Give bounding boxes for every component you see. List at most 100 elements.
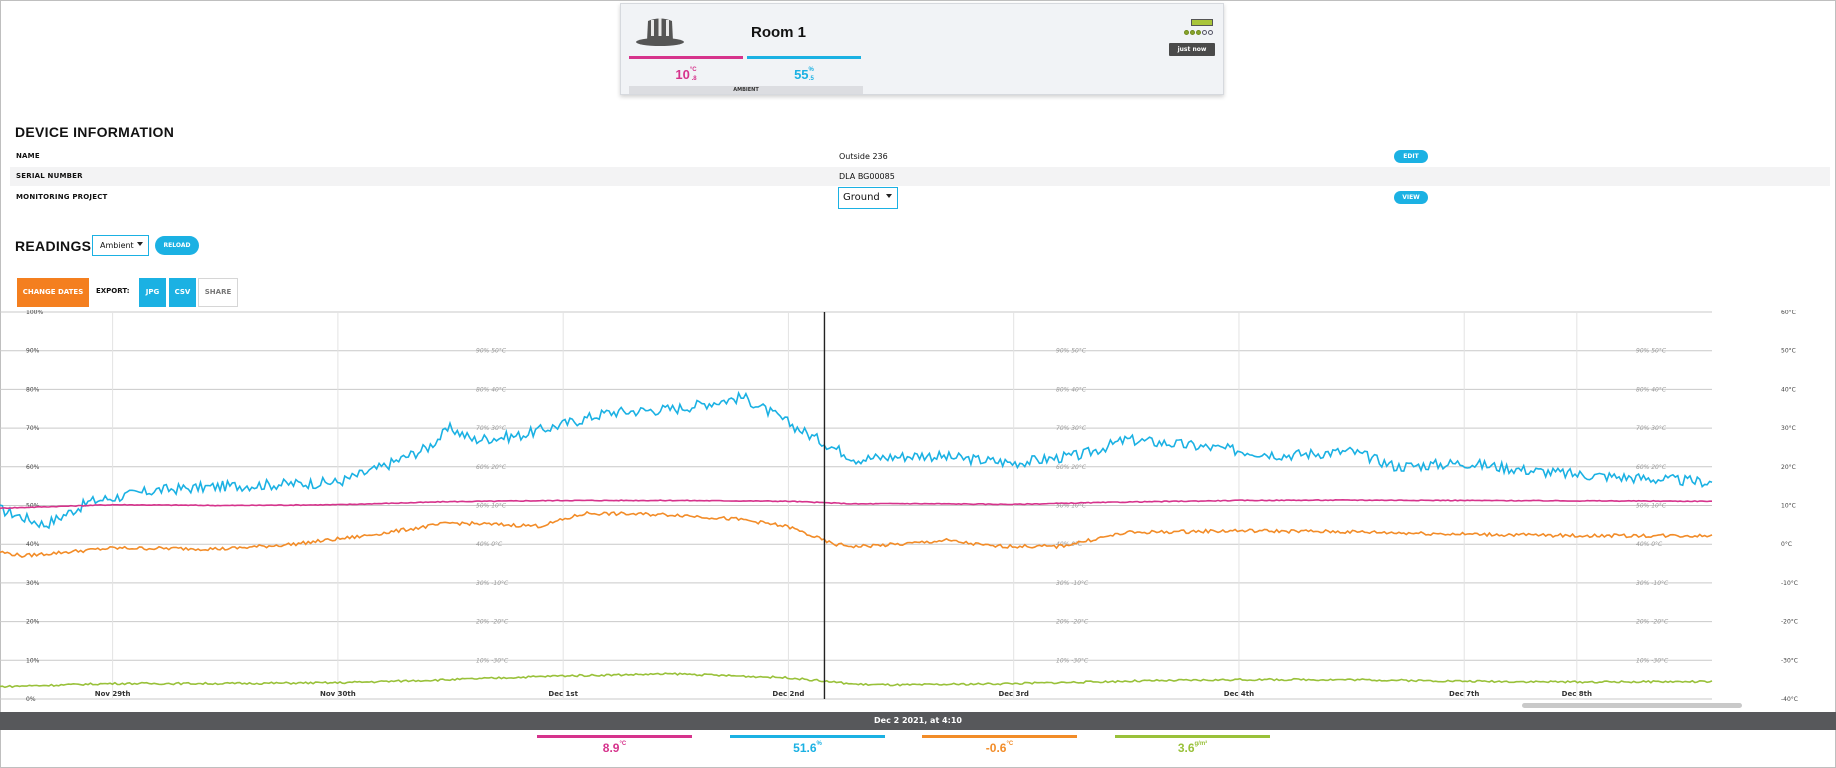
humidity-tooltip: 51.6% xyxy=(730,741,885,755)
gridline-label: 70% 30°C xyxy=(476,425,507,432)
readings-heading: READINGS xyxy=(15,238,92,254)
humidity-series-line xyxy=(0,390,1713,530)
edit-button[interactable]: EDIT xyxy=(1394,150,1428,163)
y-tick-right: 50°C xyxy=(1781,348,1796,355)
project-select[interactable]: Ground xyxy=(838,187,898,209)
info-label: SERIAL NUMBER xyxy=(16,172,83,180)
gridline-label: 40% 0°C xyxy=(476,541,503,548)
y-tick-left: 90% xyxy=(26,348,40,355)
dewpoint-tooltip-unit: °C xyxy=(1006,741,1014,747)
humidity-legend-bar xyxy=(730,735,885,738)
gridline-label: 30% -10°C xyxy=(1636,580,1669,587)
change-dates-button[interactable]: CHANGE DATES xyxy=(17,278,89,307)
gridline-label: 40% 0°C xyxy=(1636,541,1663,548)
x-tick-label: Dec 3rd xyxy=(998,690,1028,698)
dewpoint-tooltip-value: -0.6 xyxy=(985,741,1007,755)
y-tick-right: -20°C xyxy=(1781,619,1798,626)
info-label: MONITORING PROJECT xyxy=(16,193,108,201)
gridline-label: 80% 40°C xyxy=(1056,386,1087,393)
share-button[interactable]: SHARE xyxy=(198,278,238,307)
temperature-tooltip: 8.9°C xyxy=(537,741,692,755)
y-tick-left: 70% xyxy=(26,425,40,432)
gridline-label: 20% -20°C xyxy=(1636,619,1669,626)
x-tick-label: Dec 7th xyxy=(1449,690,1479,698)
y-tick-left: 30% xyxy=(26,580,40,587)
x-tick-label: Dec 2nd xyxy=(772,690,804,698)
gridline-label: 30% -10°C xyxy=(1056,580,1089,587)
updated-badge: just now xyxy=(1169,43,1215,56)
y-tick-left: 0% xyxy=(26,696,36,703)
gridline-label: 50% 10°C xyxy=(476,503,507,510)
x-tick-label: Dec 8th xyxy=(1562,690,1592,698)
gridline-label: 10% -30°C xyxy=(1636,657,1669,664)
y-tick-right: 30°C xyxy=(1781,425,1796,432)
y-tick-right: -40°C xyxy=(1781,696,1798,703)
tooltip-time: Dec 2 2021, at 4:10 xyxy=(0,712,1836,730)
x-tick-label: Dec 4th xyxy=(1224,690,1254,698)
gridline-label: 90% 50°C xyxy=(476,348,507,355)
temperature-tooltip-value: 8.9 xyxy=(602,741,620,755)
y-tick-right: 10°C xyxy=(1781,503,1796,510)
hat-icon xyxy=(636,18,684,46)
info-value: Outside 236 xyxy=(839,152,888,161)
humidity-bar xyxy=(747,56,861,59)
y-tick-left: 100% xyxy=(26,310,43,316)
temperature-decimal: .8 xyxy=(691,76,697,82)
dewpoint-series-line xyxy=(0,510,1713,558)
export-csv-button[interactable]: CSV xyxy=(169,278,196,307)
view-button[interactable]: VIEW xyxy=(1394,191,1428,204)
dewpoint-legend-bar xyxy=(922,735,1077,738)
gridline-label: 30% -10°C xyxy=(476,580,509,587)
gridline-label: 90% 50°C xyxy=(1636,348,1667,355)
info-label: NAME xyxy=(16,152,40,160)
humidity-value: 55 xyxy=(794,67,809,82)
temperature-unit: °C xyxy=(689,67,697,73)
y-tick-left: 50% xyxy=(26,503,40,510)
caret-down-icon xyxy=(885,194,892,198)
temperature-bar xyxy=(629,56,743,59)
x-tick-label: Dec 1st xyxy=(548,690,578,698)
temperature-value: 10 xyxy=(675,67,690,82)
info-row-project: MONITORING PROJECT VIEW xyxy=(10,188,1830,207)
device-card[interactable]: Room 1 just now 10°C .8 55% .5 AMBIENT xyxy=(620,3,1224,95)
y-tick-right: 60°C xyxy=(1781,310,1796,316)
vpd-tooltip-value: 3.6 xyxy=(1177,741,1195,755)
humidity-tooltip-value: 51.6 xyxy=(793,741,817,755)
y-tick-left: 60% xyxy=(26,464,40,471)
gridline-label: 70% 30°C xyxy=(1636,425,1667,432)
signal-dots-icon xyxy=(1184,30,1213,35)
y-tick-right: 0°C xyxy=(1781,541,1792,548)
info-row-serial: SERIAL NUMBER DLA BG00085 xyxy=(10,167,1830,186)
chart-scrollbar[interactable] xyxy=(1522,703,1742,708)
caret-down-icon xyxy=(136,242,143,246)
info-row-name: NAME Outside 236 EDIT xyxy=(10,147,1830,166)
y-tick-right: -10°C xyxy=(1781,580,1798,587)
y-tick-left: 10% xyxy=(26,657,40,664)
gridline-label: 60% 20°C xyxy=(1636,464,1667,471)
export-jpg-button[interactable]: JPG xyxy=(139,278,166,307)
vpd-series-line xyxy=(0,672,1713,689)
x-tick-label: Nov 30th xyxy=(320,690,356,698)
sensor-select-value: Ambient xyxy=(100,241,134,250)
gridline-label: 80% 40°C xyxy=(1636,386,1667,393)
gridline-label: 50% 10°C xyxy=(1636,503,1667,510)
y-tick-left: 40% xyxy=(26,541,40,548)
readings-chart[interactable]: 100% 60°C 90% 50°C 80% 40°C 70% 30°C 60% 20°C 50% 1… xyxy=(0,310,1836,710)
gridline-label: 80% 40°C xyxy=(476,386,507,393)
export-label: EXPORT: xyxy=(96,287,130,295)
gridline-label: 60% 20°C xyxy=(476,464,507,471)
gridline-label: 50% 10°C xyxy=(1056,503,1087,510)
y-tick-right: 20°C xyxy=(1781,464,1796,471)
sensor-select[interactable]: Ambient xyxy=(92,235,149,256)
temperature-series-line xyxy=(0,498,1712,510)
info-value: DLA BG00085 xyxy=(839,172,895,181)
gridline-label: 90% 50°C xyxy=(1056,348,1087,355)
sensor-label: AMBIENT xyxy=(629,86,863,94)
battery-icon xyxy=(1191,19,1213,26)
temperature-reading: 10°C .8 xyxy=(629,67,743,82)
gridline-label: 10% -30°C xyxy=(1056,657,1089,664)
humidity-reading: 55% .5 xyxy=(747,67,861,82)
reload-button[interactable]: RELOAD xyxy=(155,236,199,255)
gridline-label: 10% -30°C xyxy=(476,657,509,664)
y-tick-right: -30°C xyxy=(1781,657,1798,664)
